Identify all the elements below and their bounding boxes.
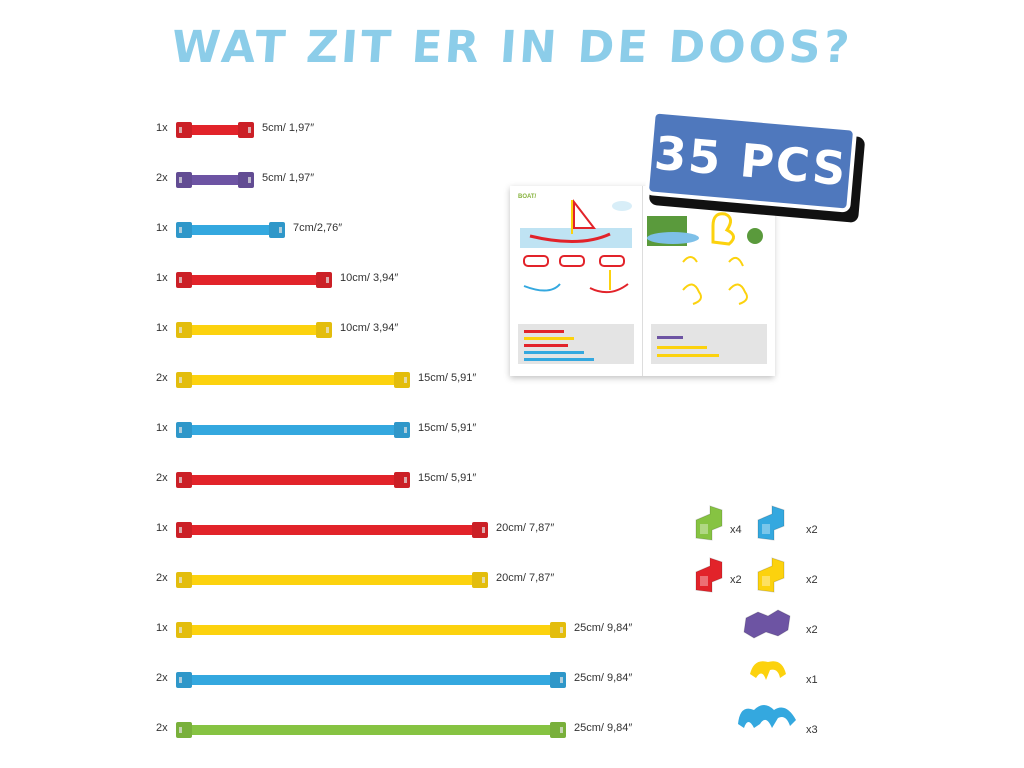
booklet-heading: BOAT/ [518,194,537,200]
booklet-page-duck [642,186,775,376]
blue-elbow-connector-icon [752,504,792,549]
tube-yellow-10cm-icon [176,322,332,338]
green-elbow-connector-icon [690,504,730,549]
tube-quantity: 2x [156,572,168,584]
tube-red-10cm-icon [176,272,332,288]
tube-yellow-20cm-icon [176,572,488,588]
tube-quantity: 1x [156,222,168,234]
tube-row: 1x 20cm/ 7,87″ [0,518,700,542]
tube-length-label: 25cm/ 9,84″ [574,672,633,684]
boat-illustration-icon [518,199,634,364]
tube-length-label: 25cm/ 9,84″ [574,622,633,634]
tube-blue-25cm-icon [176,672,566,688]
tube-row: 1x 15cm/ 5,91″ [0,418,700,442]
tube-quantity: 1x [156,122,168,134]
tube-length-label: 15cm/ 5,91″ [418,372,477,384]
tube-row: 1x 10cm/ 3,94″ [0,318,700,342]
connector-quantity: x1 [806,674,818,686]
tube-quantity: 1x [156,272,168,284]
tube-quantity: 2x [156,472,168,484]
tube-row: 2x 25cm/ 9,84″ [0,718,700,742]
tube-row: 2x 5cm/ 1,97″ [0,168,700,192]
tube-quantity: 1x [156,322,168,334]
connector-quantity: x3 [806,724,818,736]
tube-yellow-15cm-icon [176,372,410,388]
tube-quantity: 2x [156,672,168,684]
tube-length-label: 15cm/ 5,91″ [418,422,477,434]
tube-length-label: 10cm/ 3,94″ [340,272,399,284]
connector-quantity: x4 [730,524,742,536]
purple-cross-connector-icon [742,606,794,647]
booklet-page-boat: BOAT/ [510,186,642,376]
tube-row: 2x 20cm/ 7,87″ [0,568,700,592]
tube-quantity: 1x [156,622,168,634]
tube-quantity: 2x [156,372,168,384]
tube-blue-15cm-icon [176,422,410,438]
tube-length-label: 15cm/ 5,91″ [418,472,477,484]
tube-quantity: 2x [156,172,168,184]
tube-length-label: 7cm/2,76″ [293,222,343,234]
tube-length-label: 10cm/ 3,94″ [340,322,399,334]
tube-red-5cm-icon [176,122,254,138]
tube-length-label: 5cm/ 1,97″ [262,172,315,184]
instruction-booklet: BOAT/ [510,186,775,376]
tube-red-20cm-icon [176,522,488,538]
blue-triple-clip-icon [736,700,800,741]
tube-green-25cm-icon [176,722,566,738]
tube-quantity: 1x [156,422,168,434]
yellow-double-clip-icon [748,656,790,691]
tube-length-label: 25cm/ 9,84″ [574,722,633,734]
tube-row: 2x 25cm/ 9,84″ [0,668,700,692]
tube-yellow-25cm-icon [176,622,566,638]
tube-length-label: 5cm/ 1,97″ [262,122,315,134]
tube-purple-5cm-icon [176,172,254,188]
connector-quantity: x2 [730,574,742,586]
tube-list: 1x 5cm/ 1,97″ 2x 5cm/ 1,97″ 1x 7cm/2,76″ 1x 10c… [0,118,700,742]
tube-length-label: 20cm/ 7,87″ [496,572,555,584]
connector-quantity: x2 [806,574,818,586]
red-elbow-connector-icon [690,556,730,601]
tube-row: 2x 15cm/ 5,91″ [0,468,700,492]
tube-row: 1x 5cm/ 1,97″ [0,118,700,142]
tube-blue-7cm-icon [176,222,285,238]
tube-quantity: 1x [156,522,168,534]
tube-length-label: 20cm/ 7,87″ [496,522,555,534]
tube-row: 1x 7cm/2,76″ [0,218,700,242]
tube-quantity: 2x [156,722,168,734]
tube-row: 1x 10cm/ 3,94″ [0,268,700,292]
piece-count-badge: 35 PCS [644,109,858,213]
tube-red-15cm-icon [176,472,410,488]
connector-quantity: x2 [806,524,818,536]
connector-quantity: x2 [806,624,818,636]
tube-row: 2x 15cm/ 5,91″ [0,368,700,392]
piece-count-label: 35 PCS [652,125,850,197]
yellow-elbow-connector-icon [752,556,792,601]
duck-illustration-icon [647,212,767,364]
tube-row: 1x 25cm/ 9,84″ [0,618,700,642]
